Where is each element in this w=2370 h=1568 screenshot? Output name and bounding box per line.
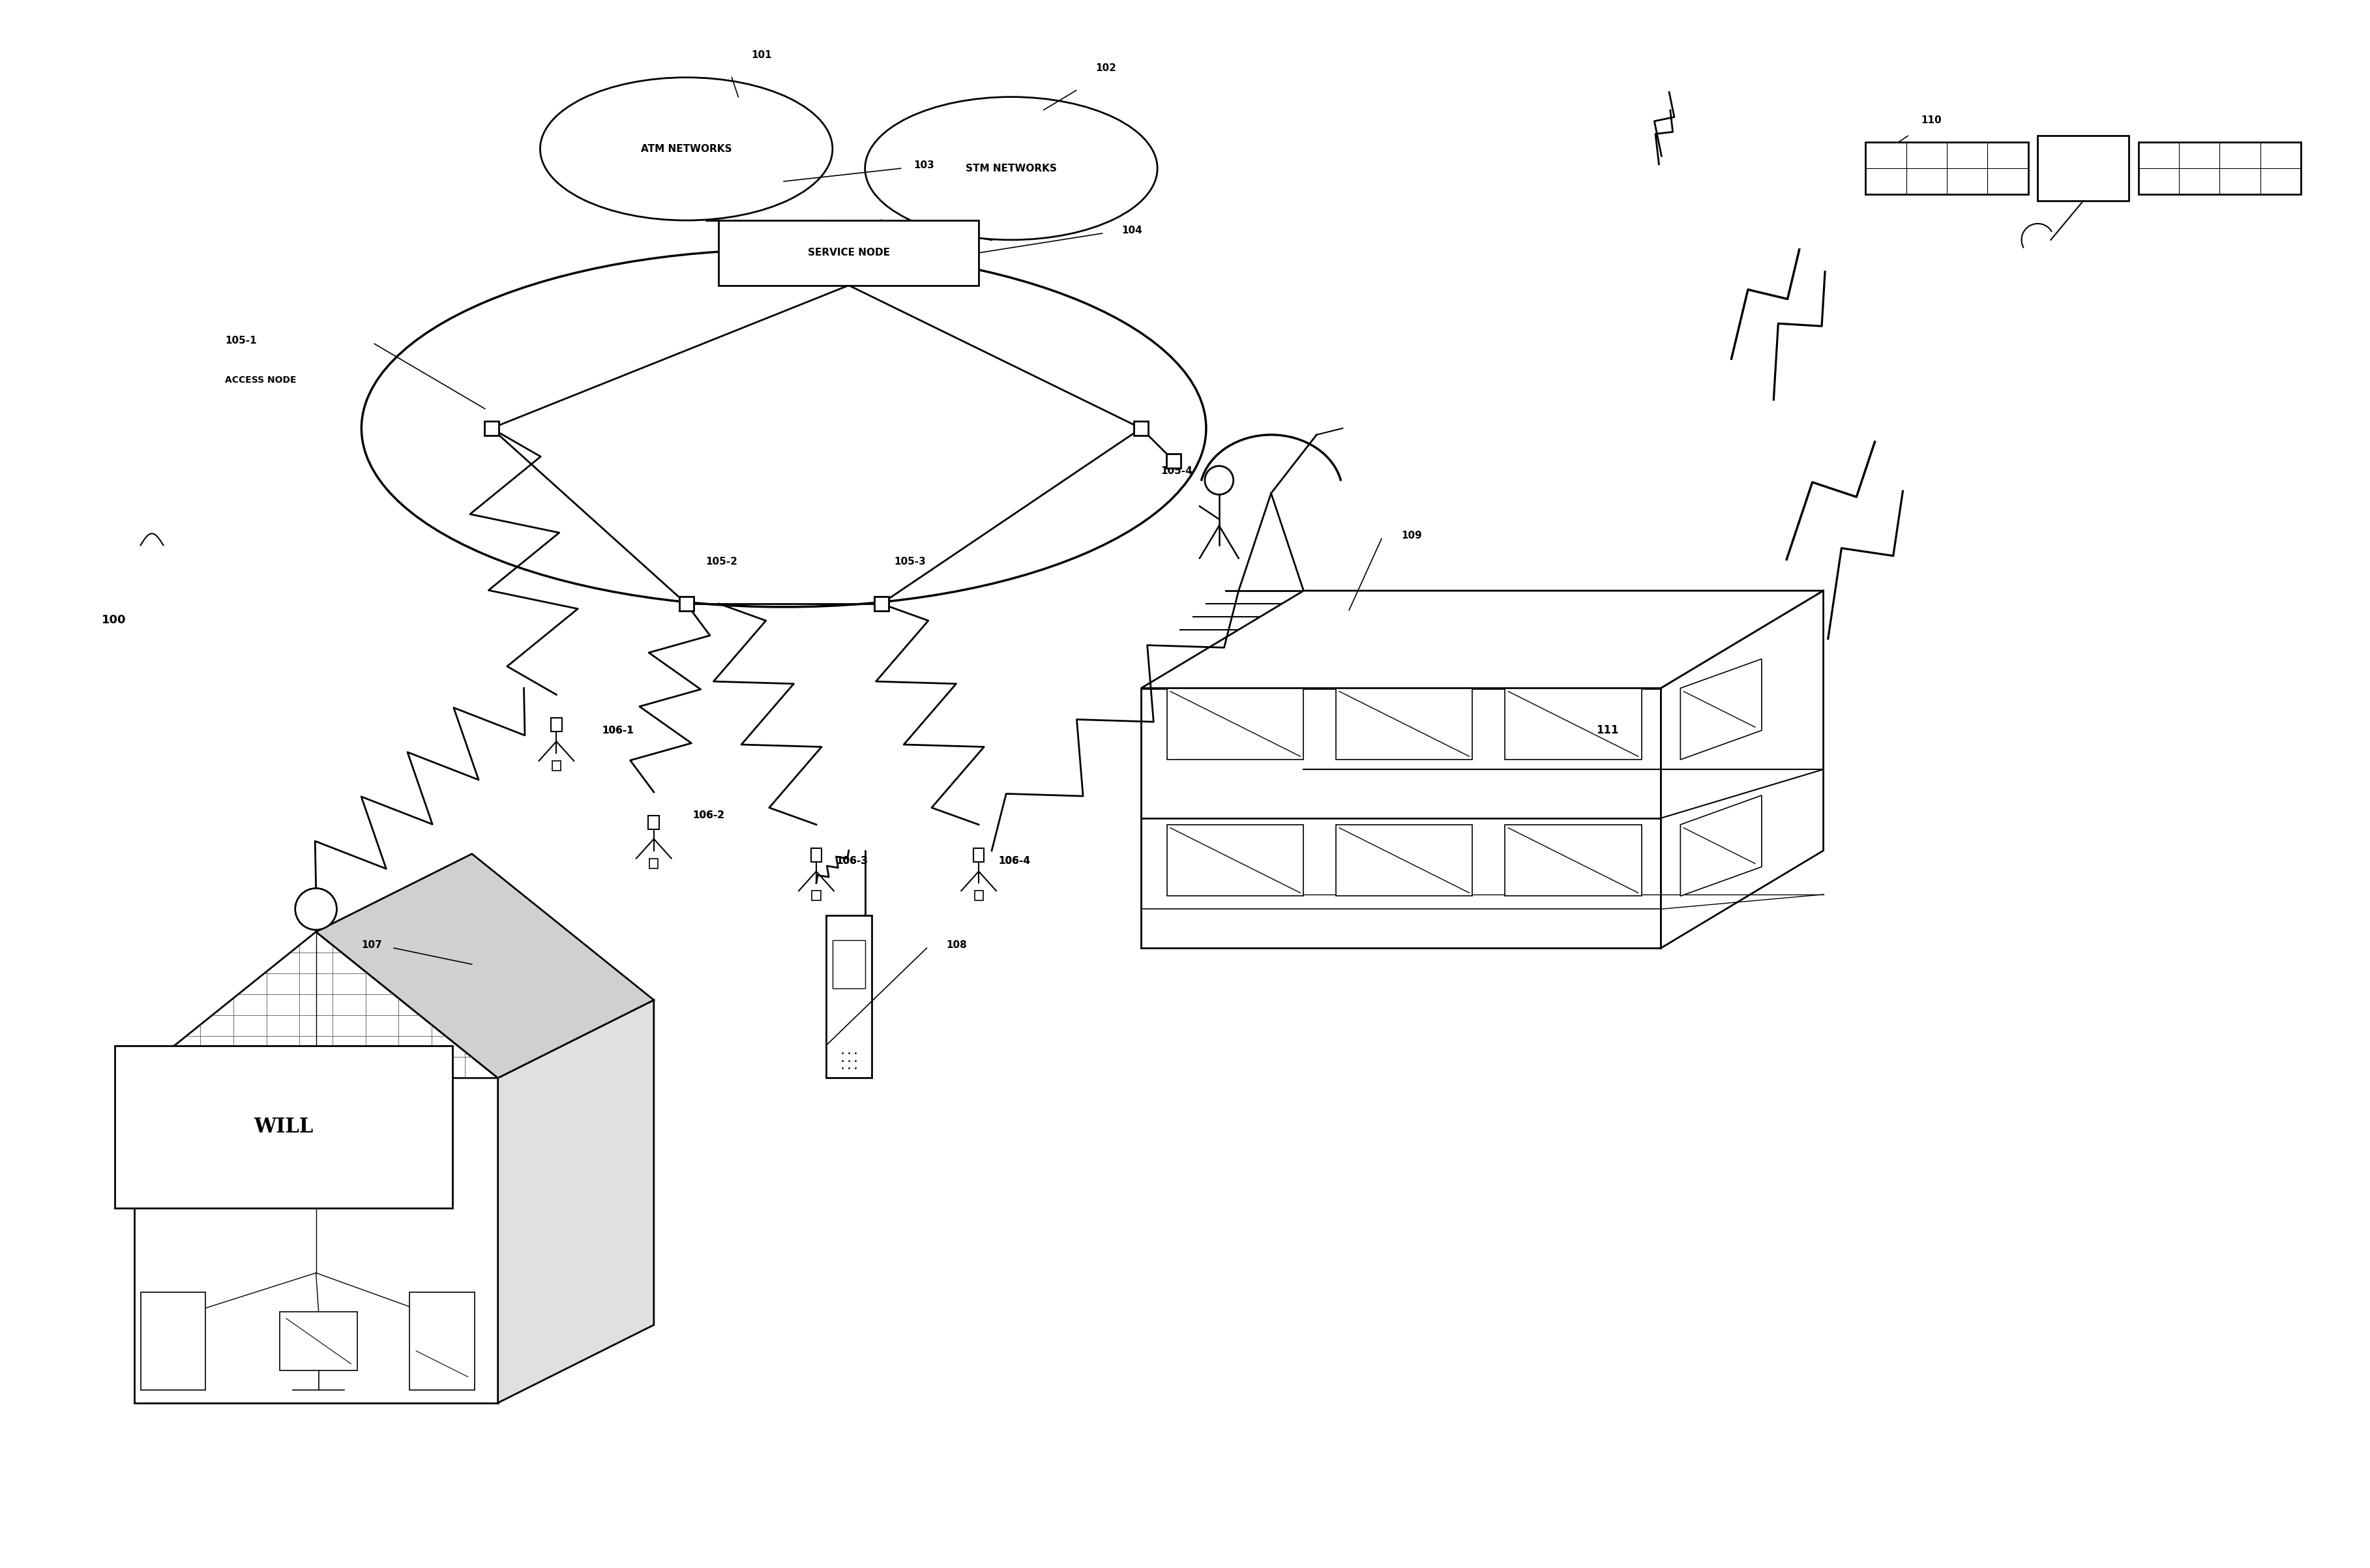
Bar [1140,688,1661,949]
Text: 107: 107 [363,941,382,950]
Circle shape [296,889,337,930]
Bar [1133,422,1149,436]
Text: ACCESS NODE: ACCESS NODE [225,376,296,384]
Text: 105-4: 105-4 [1161,466,1192,475]
Bar [875,596,889,612]
Text: 106-3: 106-3 [837,856,867,866]
Bar [974,848,984,862]
Text: 106-2: 106-2 [692,811,725,820]
Text: 106-1: 106-1 [602,726,633,735]
Bar [135,1077,498,1403]
Text: 110: 110 [1920,114,1941,125]
Polygon shape [1661,591,1823,949]
Text: 103: 103 [915,160,934,171]
Bar [114,1046,453,1207]
Ellipse shape [865,97,1157,240]
Text: SERVICE NODE: SERVICE NODE [808,248,889,257]
Text: 106-4: 106-4 [998,856,1031,866]
Bar [1865,143,2029,194]
Polygon shape [1680,659,1761,759]
Text: 105-2: 105-2 [706,557,737,566]
Circle shape [1204,466,1232,494]
Text: 105-3: 105-3 [893,557,927,566]
Bar [832,939,865,989]
Text: 111: 111 [1595,724,1619,737]
Bar [1166,688,1304,759]
Bar [2138,143,2301,194]
Bar [410,1292,474,1389]
Text: 102: 102 [1095,63,1116,72]
Bar [649,858,659,869]
Polygon shape [498,1000,654,1403]
Bar [1166,825,1304,895]
Bar [483,422,498,436]
Bar [1505,688,1642,759]
Bar [140,1292,206,1389]
Polygon shape [1140,591,1823,688]
Ellipse shape [540,77,832,221]
Text: WILL: WILL [254,1116,313,1137]
Bar [1505,825,1642,895]
Polygon shape [1680,795,1761,895]
Polygon shape [135,931,498,1077]
Text: 108: 108 [946,941,967,950]
Bar [1166,453,1180,467]
Bar [827,916,872,1077]
Bar [1337,825,1472,895]
Bar [1337,688,1472,759]
Text: 106-3: 106-3 [837,856,867,866]
Bar [974,891,984,900]
Bar [550,718,562,732]
Bar [680,596,694,612]
Text: 101: 101 [751,50,773,60]
Bar [552,760,562,771]
Text: STM NETWORKS: STM NETWORKS [965,163,1057,174]
Bar [280,1312,358,1370]
Text: 100: 100 [102,615,126,626]
Text: 109: 109 [1401,532,1422,541]
Text: 105-1: 105-1 [225,336,256,347]
Text: 106-2: 106-2 [692,811,725,820]
Bar [813,891,820,900]
Polygon shape [315,855,654,1077]
Bar [649,815,659,829]
Bar [2038,136,2128,201]
Text: 104: 104 [1121,226,1142,235]
Bar [718,221,979,285]
Text: 106-4: 106-4 [998,856,1031,866]
Bar [811,848,822,862]
Text: ATM NETWORKS: ATM NETWORKS [640,144,732,154]
Text: 106-1: 106-1 [602,726,633,735]
